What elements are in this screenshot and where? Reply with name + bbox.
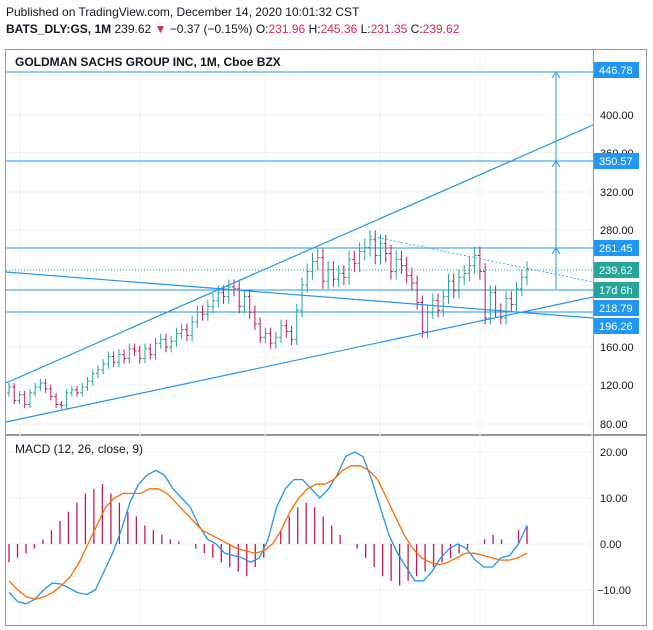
open-label: O: bbox=[255, 22, 269, 36]
macd-tick: 20.00 bbox=[600, 447, 628, 459]
price-tick: 320.00 bbox=[600, 187, 634, 199]
descending-line bbox=[5, 271, 594, 319]
price-tick: 400.00 bbox=[600, 110, 634, 122]
tag-support-1: 218.79 bbox=[599, 303, 633, 315]
tag-support-2-box bbox=[594, 318, 639, 334]
macd-axis[interactable]: 20.00 10.00 0.00 −10.00 bbox=[597, 447, 631, 597]
open-value: 231.96 bbox=[268, 22, 306, 36]
tag-target-mid: 350.57 bbox=[599, 156, 633, 168]
high-label: H: bbox=[308, 22, 321, 36]
price-tick: 80.00 bbox=[600, 419, 628, 431]
macd-tick: 0.00 bbox=[600, 539, 621, 551]
low-label: L: bbox=[360, 22, 371, 36]
tag-countdown: 17d 6h bbox=[599, 285, 633, 297]
tag-last-price: 239.62 bbox=[599, 265, 633, 277]
macd-histogram bbox=[8, 484, 528, 586]
tag-target-mid-box bbox=[594, 153, 639, 169]
price-tags: 446.78 350.57 261.45 239.62 17d 6h 218.7… bbox=[594, 62, 639, 334]
upper-channel-line bbox=[5, 124, 594, 384]
symbol-label: BATS_DLY:GS, 1M bbox=[6, 22, 112, 36]
signal-line bbox=[8, 465, 528, 600]
close-value: 239.62 bbox=[422, 22, 460, 36]
dotted-trend-line bbox=[369, 235, 594, 283]
tag-target-high: 446.78 bbox=[599, 65, 633, 77]
price-tick: 120.00 bbox=[600, 380, 634, 392]
tag-resistance-box bbox=[594, 240, 639, 256]
price-change: −0.37 (−0.15%) bbox=[169, 22, 253, 36]
high-value: 245.36 bbox=[320, 22, 358, 36]
lower-channel-line bbox=[5, 296, 594, 423]
low-value: 231.35 bbox=[370, 22, 408, 36]
projection-arrows[interactable] bbox=[551, 71, 561, 289]
price-tick: 280.00 bbox=[600, 225, 634, 237]
tag-support-1-box bbox=[594, 300, 639, 316]
macd-line bbox=[8, 451, 528, 605]
tag-support-2: 196.26 bbox=[599, 321, 633, 333]
arrow-head-icon bbox=[551, 160, 561, 168]
trendlines[interactable] bbox=[5, 124, 594, 423]
down-arrow-icon: ▼ bbox=[154, 22, 167, 36]
published-line: Published on TradingView.com, December 1… bbox=[6, 5, 360, 19]
macd-tick: 10.00 bbox=[600, 493, 628, 505]
tag-countdown-box bbox=[594, 282, 639, 298]
macd-pane-frame bbox=[5, 435, 647, 626]
price-tick: 160.00 bbox=[600, 342, 634, 354]
last-price: 239.62 bbox=[114, 22, 152, 36]
price-pane-frame bbox=[5, 49, 647, 435]
tag-last-price-box bbox=[594, 262, 639, 278]
price-candles bbox=[7, 230, 529, 409]
grid bbox=[6, 50, 593, 625]
tag-target-high-box bbox=[594, 62, 639, 78]
tag-resistance: 261.45 bbox=[599, 243, 633, 255]
macd-pane-title: MACD (12, 26, close, 9) bbox=[15, 442, 143, 456]
arrow-head-icon bbox=[551, 247, 561, 255]
price-pane-title: GOLDMAN SACHS GROUP INC, 1M, Cboe BZX bbox=[15, 55, 281, 69]
ohlc-line: BATS_DLY:GS, 1M 239.62 ▼ −0.37 (−0.15%) … bbox=[6, 22, 459, 36]
close-label: C: bbox=[410, 22, 423, 36]
macd-lines bbox=[8, 451, 528, 605]
arrow-head-icon bbox=[551, 71, 561, 79]
macd-tick: −10.00 bbox=[597, 585, 631, 597]
